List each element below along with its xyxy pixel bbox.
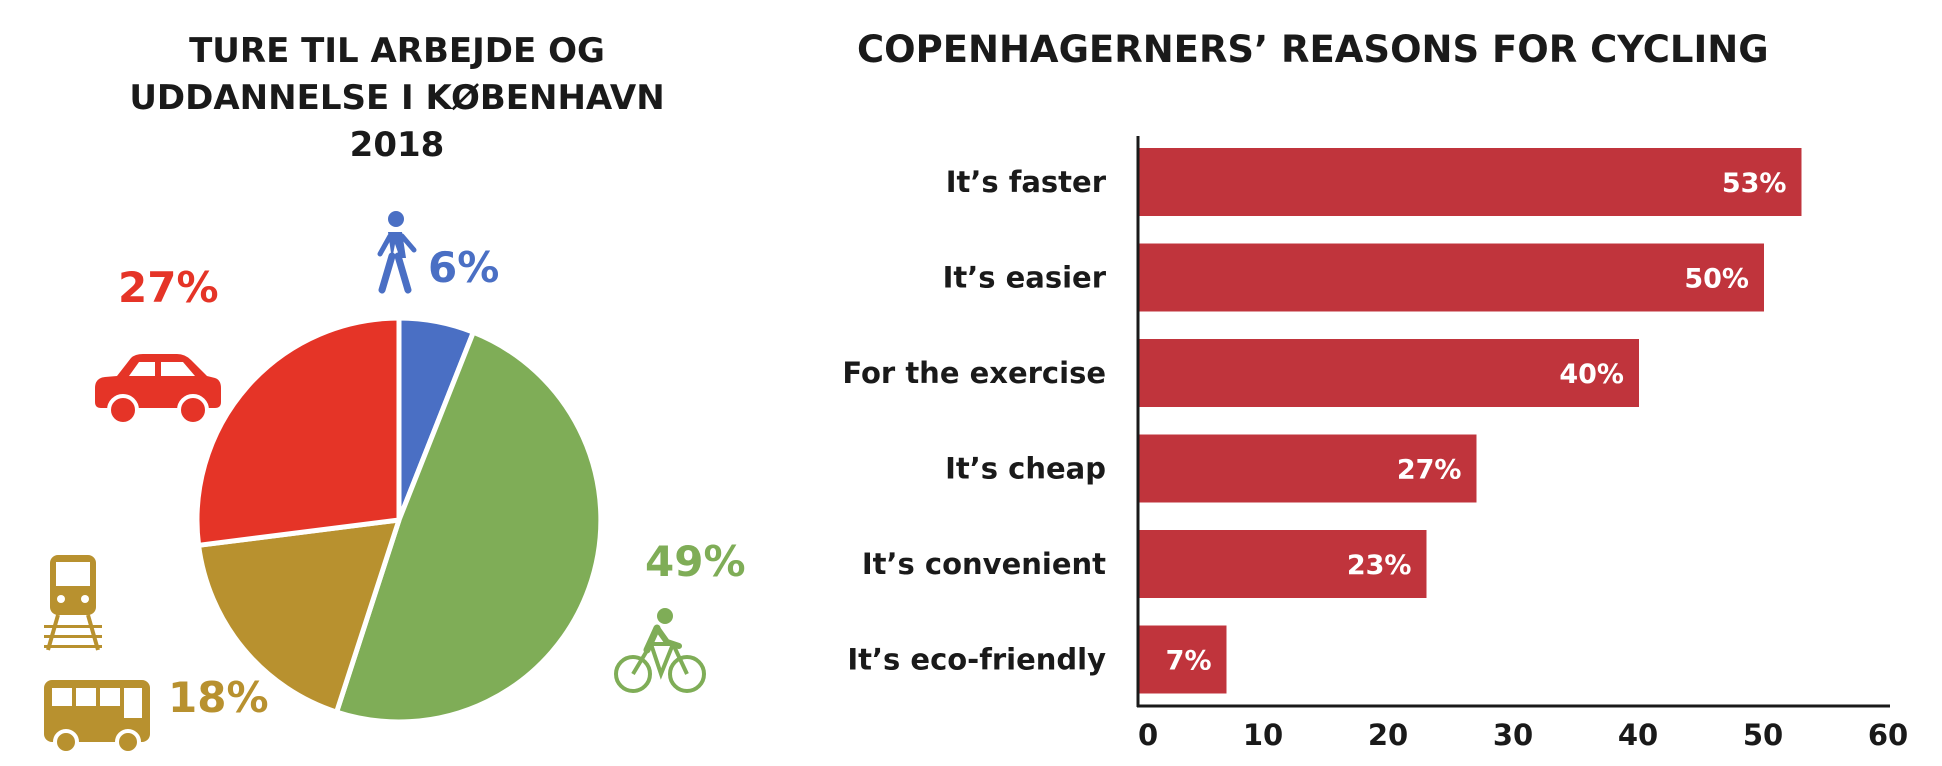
train-icon [44, 555, 102, 651]
value-label: 50% [1684, 264, 1749, 295]
value-label: 53% [1722, 168, 1787, 199]
walking-person-icon [377, 211, 417, 294]
pie-title-line-2: UDDANNELSE I KØBENHAVN [129, 78, 664, 118]
x-tick-label: 50 [1743, 718, 1783, 752]
pie-label-bicycle: 49% [645, 537, 746, 586]
bar [1139, 530, 1427, 598]
bar-chart-panel: COPENHAGERNERS’ REASONS FOR CYCLING It’s… [842, 28, 1908, 752]
pie-slice-bicycle [334, 329, 604, 725]
category-label: It’s faster [946, 165, 1107, 199]
category-label: It’s eco-friendly [847, 643, 1106, 677]
x-axis-ticks: 0 10 20 30 40 50 60 [1138, 718, 1908, 752]
x-tick-label: 60 [1868, 718, 1908, 752]
category-label: It’s easier [943, 261, 1107, 295]
bar [1139, 339, 1639, 407]
pie-label-car: 27% [118, 263, 219, 312]
value-label: 23% [1347, 550, 1412, 581]
pie-slices [194, 315, 604, 725]
category-label: It’s convenient [862, 547, 1106, 581]
bus-icon [44, 680, 150, 755]
x-tick-label: 30 [1493, 718, 1533, 752]
bicycle-icon [614, 608, 706, 693]
bars: It’s faster 53% It’s easier 50% For the exer… [842, 148, 1802, 694]
car-icon [95, 354, 221, 426]
pie-slice-car [194, 315, 402, 548]
bar [1139, 148, 1802, 216]
x-tick-label: 0 [1138, 718, 1158, 752]
bar [1139, 434, 1477, 503]
value-label: 7% [1166, 646, 1212, 677]
bar [1139, 243, 1764, 312]
pie-slice-public-transport [196, 517, 402, 715]
category-label: For the exercise [842, 356, 1106, 390]
pie-label-public-transport: 18% [168, 673, 269, 722]
pie-chart-panel: TURE TIL ARBEJDE OG UDDANNELSE I KØBENHA… [44, 31, 746, 755]
value-label: 40% [1559, 359, 1624, 390]
bar-chart-title: COPENHAGERNERS’ REASONS FOR CYCLING [857, 28, 1769, 71]
pie-title-line-1: TURE TIL ARBEJDE OG [189, 31, 605, 71]
bar [1139, 625, 1227, 694]
value-label: 27% [1397, 455, 1462, 486]
x-tick-label: 10 [1243, 718, 1283, 752]
x-tick-label: 20 [1368, 718, 1408, 752]
x-tick-label: 40 [1618, 718, 1658, 752]
pie-title-line-3: 2018 [350, 125, 445, 165]
category-label: It’s cheap [945, 452, 1106, 486]
pie-label-walk: 6% [428, 243, 499, 292]
